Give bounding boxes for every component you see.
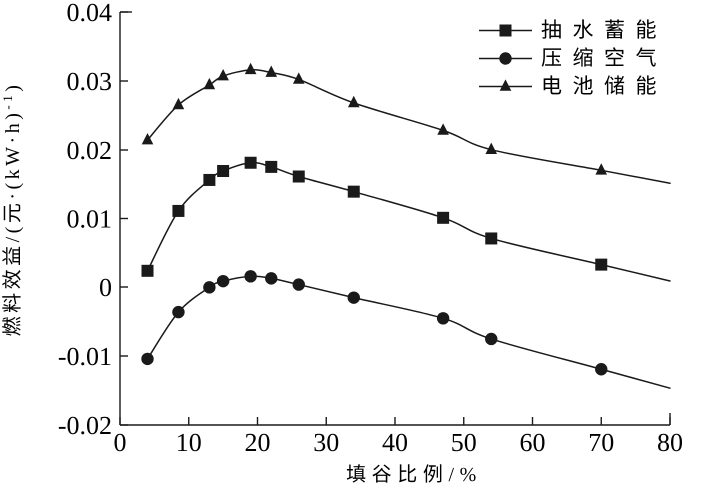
svg-text:抽水蓄能: 抽水蓄能 bbox=[541, 18, 667, 42]
svg-text:0.01: 0.01 bbox=[67, 205, 113, 234]
svg-text:0.03: 0.03 bbox=[67, 67, 113, 96]
svg-text:60: 60 bbox=[520, 428, 546, 457]
svg-text:电池储能: 电池储能 bbox=[541, 74, 667, 98]
svg-text:燃料效益/(元·(kW·h)-1): 燃料效益/(元·(kW·h)-1) bbox=[0, 82, 24, 337]
svg-text:80: 80 bbox=[657, 428, 683, 457]
svg-text:0.02: 0.02 bbox=[67, 136, 113, 165]
svg-text:20: 20 bbox=[245, 428, 271, 457]
svg-text:0.04: 0.04 bbox=[67, 0, 113, 27]
svg-text:0: 0 bbox=[99, 273, 112, 302]
svg-text:0: 0 bbox=[114, 428, 127, 457]
svg-text:压缩空气: 压缩空气 bbox=[541, 46, 667, 70]
svg-text:10: 10 bbox=[176, 428, 202, 457]
svg-text:70: 70 bbox=[588, 428, 614, 457]
svg-text:30: 30 bbox=[313, 428, 339, 457]
svg-text:50: 50 bbox=[451, 428, 477, 457]
svg-text:-0.02: -0.02 bbox=[58, 411, 112, 440]
svg-text:40: 40 bbox=[382, 428, 408, 457]
svg-text:-0.01: -0.01 bbox=[58, 342, 112, 371]
svg-text:填谷比例/%: 填谷比例/% bbox=[346, 464, 482, 486]
